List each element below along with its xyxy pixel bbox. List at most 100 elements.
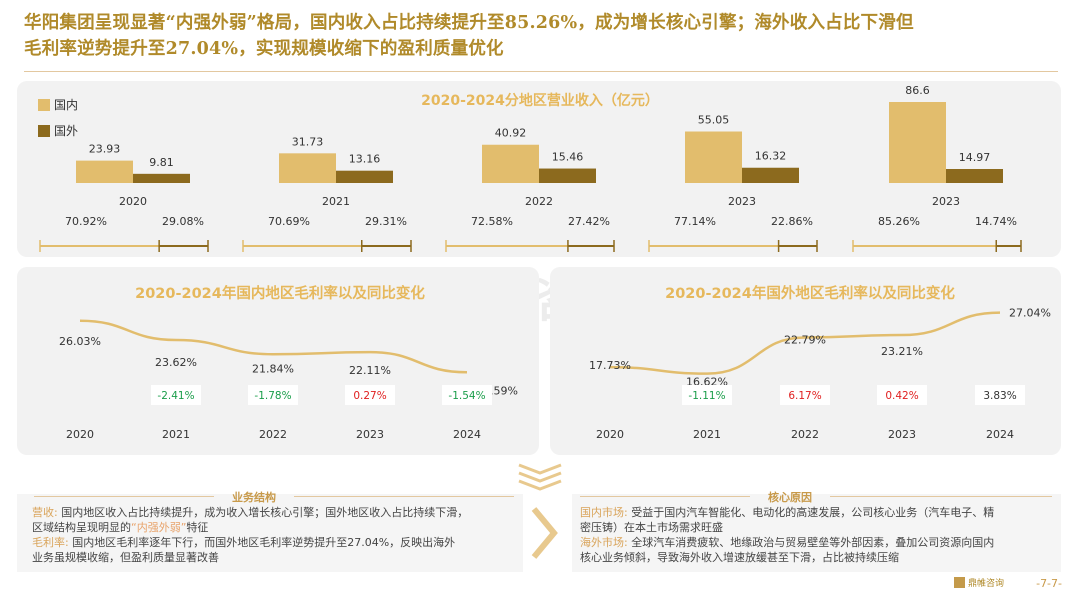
left-summary-text: 营收: 国内地区收入占比持续提升，成为收入增长核心引擎；国外地区收入占比持续下滑…: [32, 505, 522, 565]
category-label-2: 2022: [525, 195, 553, 208]
category-label-0: 2020: [119, 195, 147, 208]
overseas-margin-panel: [550, 267, 1061, 455]
footer-logo-icon: [953, 577, 965, 588]
change-box-1: [682, 385, 732, 405]
bar-domestic-3: [685, 131, 742, 183]
summary-right-panel: [572, 494, 1061, 572]
margin-point-label-1: 23.62%: [155, 356, 197, 369]
bar-domestic-0: [76, 160, 133, 183]
margin-summary: 毛利率: 国内地区毛利率逐年下行，而国外地区毛利率逆势提升至27.04%，反映出…: [32, 536, 456, 564]
legend-domestic-label: 国内: [54, 98, 79, 112]
x-tick-label-0: 2020: [596, 428, 624, 441]
overseas-margin-title: 2020-2024年国外地区毛利率以及同比变化: [665, 286, 955, 302]
domestic-margin-chart: 26.03% 2020 23.62% 2021 -2.41% 21.84% 2022 -1.7…: [59, 319, 518, 441]
bar-domestic-label-0: 23.93: [89, 143, 121, 156]
share-domestic-label-3: 77.14%: [674, 215, 716, 228]
bar-domestic-label-2: 40.92: [495, 127, 527, 140]
footer-logo: 鼎帷咨询: [953, 576, 1004, 589]
x-tick-label-4: 2024: [986, 428, 1014, 441]
bar-overseas-3: [742, 167, 799, 183]
bar-domestic-1: [279, 153, 336, 183]
title-divider: [24, 71, 1058, 72]
bar-overseas-0: [133, 173, 190, 183]
share-domestic-label-4: 85.26%: [878, 215, 920, 228]
change-label-2: 6.17%: [788, 390, 821, 402]
legend-overseas-label: 国外: [54, 124, 79, 138]
overseas-margin-chart: 17.73%202016.62%2021-1.11%22.79%20226.17…: [589, 307, 1051, 441]
margin-point-label-3: 22.11%: [349, 364, 391, 377]
margin-point-label-4: 27.04%: [1009, 307, 1051, 320]
change-box-2: [248, 385, 298, 405]
change-box-2: [780, 385, 830, 405]
change-box-3: [877, 385, 927, 405]
margin-line: [79, 319, 468, 374]
page-title: 华阳集团呈现显著“内强外弱”格局，国内收入占比持续提升至85.26%，成为增长核…: [24, 10, 1064, 62]
bar-overseas-label-2: 15.46: [552, 151, 584, 164]
margin-point-label-2: 21.84%: [252, 362, 294, 375]
legend-domestic: 国内: [38, 96, 78, 113]
share-domestic-label-1: 70.69%: [268, 215, 310, 228]
margin-point-label-2: 22.79%: [784, 334, 826, 347]
change-label-3: 0.42%: [885, 390, 918, 402]
change-label-1: -1.11%: [688, 390, 725, 402]
change-box-1: [151, 385, 201, 405]
revenue-bar-chart: 23.93 9.81 2020 70.92% 29.08% 31.73 13.16 2021 7…: [39, 84, 1022, 252]
x-tick-label-2: 2022: [791, 428, 819, 441]
x-tick-label-1: 2021: [693, 428, 721, 441]
margin-point-label-3: 23.21%: [881, 345, 923, 358]
share-overseas-label-2: 27.42%: [568, 215, 610, 228]
right-summary-text: 国内市场: 受益于国内汽车智能化、电动化的高速发展，公司核心业务（汽车电子、精 …: [580, 505, 1058, 565]
change-label-2: -1.78%: [254, 390, 291, 402]
margin-line: [609, 311, 1001, 375]
category-label-1: 2021: [322, 195, 350, 208]
x-tick-label-2: 2022: [259, 428, 287, 441]
bar-overseas-label-1: 13.16: [349, 153, 381, 166]
revenue-summary: 营收: 国内地区收入占比持续提升，成为收入增长核心引擎；国外地区收入占比持续下滑…: [32, 506, 469, 534]
left-heading-rule-right: [294, 496, 514, 497]
x-tick-label-3: 2023: [888, 428, 916, 441]
domestic-margin-panel: [17, 267, 539, 455]
legend-domestic-swatch: [38, 99, 50, 111]
share-overseas-label-4: 14.74%: [975, 215, 1017, 228]
title-line-1: 华阳集团呈现显著“内强外弱”格局，国内收入占比持续提升至85.26%，成为增长核…: [24, 13, 914, 33]
bar-overseas-2: [539, 168, 596, 183]
x-tick-label-0: 2020: [66, 428, 94, 441]
change-box-4: [975, 385, 1025, 405]
bar-overseas-label-4: 14.97: [959, 151, 991, 164]
right-chevron-icon: [531, 507, 558, 559]
bar-domestic-label-1: 31.73: [292, 135, 324, 148]
bar-domestic-label-3: 55.05: [698, 114, 730, 127]
left-heading-rule-left: [34, 496, 214, 497]
domestic-reason: 国内市场: 受益于国内汽车智能化、电动化的高速发展，公司核心业务（汽车电子、精 …: [580, 506, 995, 534]
right-heading-rule-right: [830, 496, 1052, 497]
change-label-1: -2.41%: [157, 390, 194, 402]
left-heading: 业务结构: [232, 491, 276, 504]
share-overseas-label-0: 29.08%: [162, 215, 204, 228]
title-line-2: 毛利率逆势提升至27.04%，实现规模收缩下的盈利质量优化: [24, 39, 504, 59]
bar-overseas-1: [336, 170, 393, 183]
share-domestic-label-0: 70.92%: [65, 215, 107, 228]
down-chevrons-icon: [518, 463, 562, 491]
overseas-reason: 海外市场: 全球汽车消费疲软、地缘政治与贸易壁垒等外部因素，叠加公司资源向国内 …: [580, 536, 995, 564]
right-heading-rule-left: [580, 496, 750, 497]
summary-left-panel: [17, 494, 523, 572]
domestic-margin-title: 2020-2024年国内地区毛利率以及同比变化: [135, 286, 425, 302]
bar-overseas-label-3: 16.32: [755, 150, 787, 163]
change-box-3: [345, 385, 395, 405]
revenue-chart-title: 2020-2024分地区营业收入（亿元）: [421, 93, 659, 109]
bar-domestic-label-4: 86.6: [905, 84, 930, 97]
x-tick-label-3: 2023: [356, 428, 384, 441]
bar-overseas-label-0: 9.81: [149, 156, 174, 169]
x-tick-label-1: 2021: [162, 428, 190, 441]
category-label-3: 2023: [728, 195, 756, 208]
change-label-4: 3.83%: [983, 390, 1016, 402]
category-label-4: 2023: [932, 195, 960, 208]
share-domestic-label-2: 72.58%: [471, 215, 513, 228]
share-overseas-label-1: 29.31%: [365, 215, 407, 228]
bar-domestic-2: [482, 144, 539, 183]
change-box-4: [442, 385, 492, 405]
margin-point-label-0: 17.73%: [589, 359, 631, 372]
margin-point-label-0: 26.03%: [59, 335, 101, 348]
revenue-legend: 国内 国外: [38, 96, 78, 139]
change-label-4: -1.54%: [448, 390, 485, 402]
